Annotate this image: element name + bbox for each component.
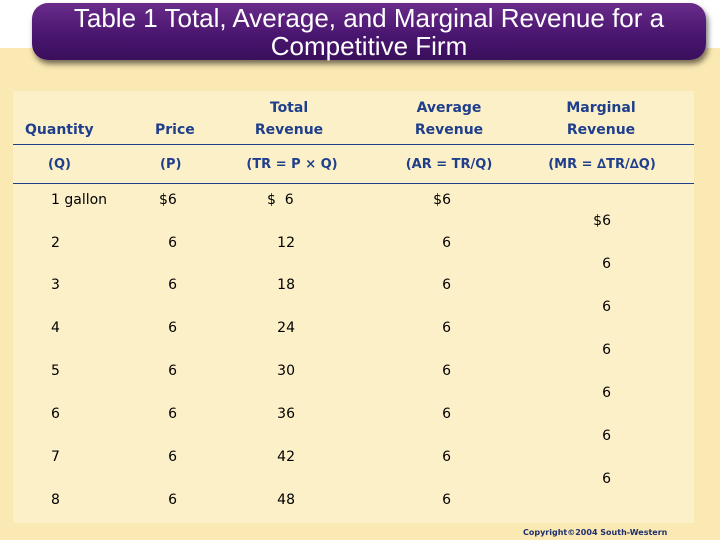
cell-price: 6: [168, 449, 177, 465]
cell-total-revenue: 12: [277, 235, 295, 251]
cell-quantity: 2: [51, 235, 60, 251]
cell-total-revenue: 18: [277, 277, 295, 293]
cell-total-revenue: 48: [277, 492, 295, 508]
header-quantity: Quantity: [25, 122, 94, 138]
cell-average-revenue: 6: [442, 406, 451, 422]
cell-marginal-revenue: 6: [602, 256, 611, 272]
header-average-revenue: Revenue: [414, 122, 484, 138]
header-price: Price: [155, 122, 195, 138]
symbol-marginal-revenue: (MR = ∆TR/∆Q): [548, 157, 656, 172]
cell-total-revenue: 42: [277, 449, 295, 465]
cell-total-revenue: $ 6: [267, 192, 294, 208]
cell-marginal-revenue: 6: [602, 342, 611, 358]
cell-price: 6: [168, 492, 177, 508]
symbol-quantity: (Q): [48, 157, 71, 172]
header-rule-top: [13, 144, 694, 145]
cell-marginal-revenue: 6: [602, 471, 611, 487]
cell-average-revenue: $6: [433, 192, 451, 208]
cell-price: 6: [168, 406, 177, 422]
cell-quantity: 8: [51, 492, 60, 508]
cell-price: 6: [168, 320, 177, 336]
cell-quantity: 4: [51, 320, 60, 336]
cell-price: 6: [168, 363, 177, 379]
symbol-price: (P): [160, 157, 182, 172]
slide-title: Table 1 Total, Average, and Marginal Rev…: [73, 2, 665, 61]
cell-average-revenue: 6: [442, 320, 451, 336]
symbol-total-revenue: (TR = P × Q): [246, 157, 338, 172]
cell-quantity: 6: [51, 406, 60, 422]
header-average: Average: [416, 100, 482, 116]
revenue-table: Total Average Marginal Quantity Price Re…: [13, 91, 694, 523]
cell-quantity: 7: [51, 449, 60, 465]
header-marginal-revenue: Revenue: [566, 122, 636, 138]
cell-marginal-revenue: 6: [602, 428, 611, 444]
cell-marginal-revenue: $6: [593, 213, 611, 229]
header-total: Total: [269, 100, 309, 116]
cell-price: 6: [168, 235, 177, 251]
cell-total-revenue: 36: [277, 406, 295, 422]
slide-title-banner: Table 1 Total, Average, and Marginal Rev…: [32, 3, 706, 60]
cell-price: 6: [168, 277, 177, 293]
header-marginal: Marginal: [566, 100, 636, 116]
cell-average-revenue: 6: [442, 492, 451, 508]
cell-price: $6: [159, 192, 177, 208]
cell-marginal-revenue: 6: [602, 385, 611, 401]
cell-average-revenue: 6: [442, 449, 451, 465]
cell-quantity: 3: [51, 277, 60, 293]
symbol-average-revenue: (AR = TR/Q): [405, 157, 493, 172]
cell-quantity: 1 gallon: [51, 192, 108, 208]
cell-average-revenue: 6: [442, 363, 451, 379]
cell-quantity: 5: [51, 363, 60, 379]
header-total-revenue: Revenue: [254, 122, 324, 138]
copyright-notice: Copyright©2004 South-Western: [523, 528, 668, 537]
cell-marginal-revenue: 6: [602, 299, 611, 315]
cell-average-revenue: 6: [442, 235, 451, 251]
header-rule-bottom: [13, 183, 694, 184]
cell-total-revenue: 24: [277, 320, 295, 336]
cell-average-revenue: 6: [442, 277, 451, 293]
cell-total-revenue: 30: [277, 363, 295, 379]
